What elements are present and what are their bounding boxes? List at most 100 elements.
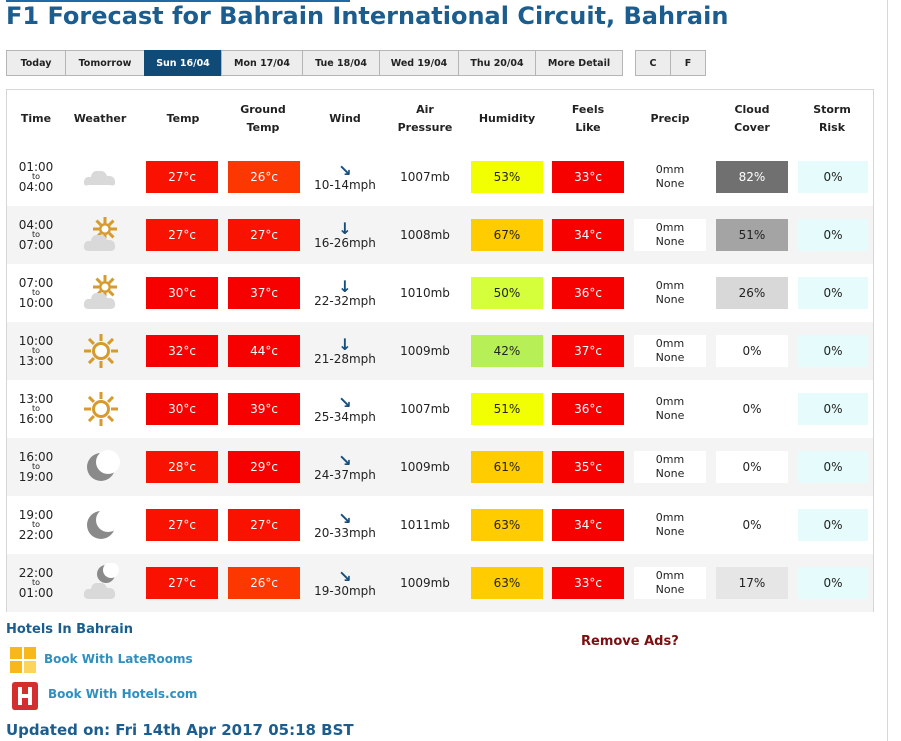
table-row: 04:00 to 07:00 27°c 27°c ↓ 16-26mph 1008mb 67% 34… bbox=[7, 206, 873, 264]
precip-amount: 0mm bbox=[655, 453, 685, 466]
table-header: Time Weather Temp Ground Temp Wind Air Pre… bbox=[7, 90, 873, 148]
table-row: 13:00 to 16:00 30°c 39°c ↘ 25-34mph 1007mb 51% 36… bbox=[7, 380, 873, 438]
precip-amount: 0mm bbox=[655, 337, 685, 350]
book-hotelscom-link[interactable]: Book With Hotels.com bbox=[48, 687, 198, 701]
col-air-pressure-label: Air Pressure bbox=[398, 101, 453, 137]
col-ground-temp-label: Ground Temp bbox=[240, 101, 286, 137]
time-to-word: to bbox=[31, 462, 41, 471]
wind-cell: ↘ 25-34mph bbox=[307, 380, 383, 438]
col-cloud-cover: Cloud Cover bbox=[714, 90, 790, 148]
cloud-cover-value: 51% bbox=[716, 219, 788, 251]
time-to: 07:00 bbox=[18, 238, 54, 252]
time-range: 07:00 to 10:00 bbox=[7, 264, 65, 322]
time-from: 07:00 bbox=[18, 276, 54, 290]
col-ground-temp: Ground Temp bbox=[225, 90, 301, 148]
unit-tab-0[interactable]: C bbox=[635, 50, 671, 76]
book-laterooms-link[interactable]: Book With LateRooms bbox=[44, 652, 193, 666]
unit-tab-1[interactable]: F bbox=[670, 50, 706, 76]
col-wind: Wind bbox=[307, 90, 383, 148]
sun-icon bbox=[81, 389, 121, 429]
time-to-word: to bbox=[31, 578, 41, 587]
wind-cell: ↘ 19-30mph bbox=[307, 554, 383, 612]
wind-direction-icon: ↘ bbox=[338, 508, 352, 528]
storm-risk-value: 0% bbox=[798, 393, 868, 425]
time-to-word: to bbox=[31, 230, 41, 239]
temp-value: 28°c bbox=[146, 451, 218, 483]
right-divider bbox=[887, 0, 888, 741]
humidity-value: 63% bbox=[471, 509, 543, 541]
precip-type: None bbox=[655, 467, 685, 480]
col-air-pressure-line1: Air bbox=[416, 103, 434, 116]
air-pressure-value: 1009mb bbox=[400, 344, 450, 358]
wind-direction-icon: ↓ bbox=[338, 334, 352, 354]
day-tab-0[interactable]: Today bbox=[6, 50, 66, 76]
laterooms-logo-icon bbox=[10, 647, 36, 673]
day-tab-4[interactable]: Tue 18/04 bbox=[302, 50, 380, 76]
precip-amount: 0mm bbox=[655, 511, 685, 524]
day-tab-2[interactable]: Sun 16/04 bbox=[144, 50, 222, 76]
col-storm-risk-label: Storm Risk bbox=[813, 101, 851, 137]
time-from: 10:00 bbox=[18, 334, 54, 348]
time-to: 04:00 bbox=[18, 180, 54, 194]
time-to: 22:00 bbox=[18, 528, 54, 542]
col-humidity-label: Humidity bbox=[478, 112, 536, 125]
time-from: 01:00 bbox=[18, 160, 54, 174]
day-tab-1[interactable]: Tomorrow bbox=[65, 50, 145, 76]
time-to-word: to bbox=[31, 520, 41, 529]
temp-value: 27°c bbox=[146, 567, 218, 599]
storm-risk-value: 0% bbox=[798, 219, 868, 251]
table-row: 22:00 to 01:00 27°c 26°c ↘ 19-30mph 1009mb 63% 33… bbox=[7, 554, 873, 612]
table-row: 16:00 to 19:00 28°c 29°c ↘ 24-37mph 1009mb 61% 35… bbox=[7, 438, 873, 496]
humidity-value: 51% bbox=[471, 393, 543, 425]
air-pressure-value: 1011mb bbox=[400, 518, 450, 532]
col-time: Time bbox=[7, 90, 65, 148]
day-tab-7[interactable]: More Detail bbox=[535, 50, 623, 76]
precip-cell: 0mm None bbox=[634, 567, 706, 599]
ground-temp-value: 27°c bbox=[228, 219, 300, 251]
precip-amount: 0mm bbox=[655, 569, 685, 582]
table-row: 07:00 to 10:00 30°c 37°c ↓ 22-32mph 1010mb 50% 36… bbox=[7, 264, 873, 322]
time-range: 19:00 to 22:00 bbox=[7, 496, 65, 554]
temp-value: 30°c bbox=[146, 393, 218, 425]
feels-like-value: 36°c bbox=[552, 393, 624, 425]
col-weather: Weather bbox=[65, 90, 135, 148]
col-ground-temp-line1: Ground bbox=[240, 103, 286, 116]
wind-direction-icon: ↘ bbox=[338, 450, 352, 470]
precip-cell: 0mm None bbox=[634, 335, 706, 367]
time-to-word: to bbox=[31, 288, 41, 297]
ground-temp-value: 26°c bbox=[228, 161, 300, 193]
col-wind-label: Wind bbox=[329, 112, 361, 125]
cloud-cover-value: 0% bbox=[716, 393, 788, 425]
temp-value: 27°c bbox=[146, 509, 218, 541]
precip-cell: 0mm None bbox=[634, 219, 706, 251]
col-precip-label: Precip bbox=[650, 112, 690, 125]
table-row: 19:00 to 22:00 27°c 27°c ↘ 20-33mph 1011mb 63% 34… bbox=[7, 496, 873, 554]
day-tabs: Today Tomorrow Sun 16/04 Mon 17/04 Tue 18/04… bbox=[6, 50, 623, 76]
wind-direction-icon: ↘ bbox=[338, 392, 352, 412]
cloud-cover-value: 26% bbox=[716, 277, 788, 309]
day-tab-6[interactable]: Thu 20/04 bbox=[458, 50, 536, 76]
col-precip: Precip bbox=[632, 90, 708, 148]
humidity-value: 42% bbox=[471, 335, 543, 367]
col-temp-label: Temp bbox=[166, 112, 200, 125]
sun-icon bbox=[81, 331, 121, 371]
wind-speed: 20-33mph bbox=[314, 525, 376, 540]
day-tab-3[interactable]: Mon 17/04 bbox=[221, 50, 303, 76]
storm-risk-value: 0% bbox=[798, 567, 868, 599]
precip-type: None bbox=[655, 409, 685, 422]
precip-cell: 0mm None bbox=[634, 161, 706, 193]
day-tab-5[interactable]: Wed 19/04 bbox=[379, 50, 459, 76]
time-to: 13:00 bbox=[18, 354, 54, 368]
remove-ads-link[interactable]: Remove Ads? bbox=[581, 634, 679, 649]
ground-temp-value: 37°c bbox=[228, 277, 300, 309]
wind-speed: 10-14mph bbox=[314, 177, 376, 192]
ground-temp-value: 29°c bbox=[228, 451, 300, 483]
col-storm-risk-line1: Storm bbox=[813, 103, 851, 116]
precip-amount: 0mm bbox=[655, 163, 685, 176]
time-to-word: to bbox=[31, 172, 41, 181]
ground-temp-value: 26°c bbox=[228, 567, 300, 599]
sun-behind-cloud-icon bbox=[81, 273, 121, 313]
wind-direction-icon: ↘ bbox=[338, 160, 352, 180]
precip-type: None bbox=[655, 351, 685, 364]
